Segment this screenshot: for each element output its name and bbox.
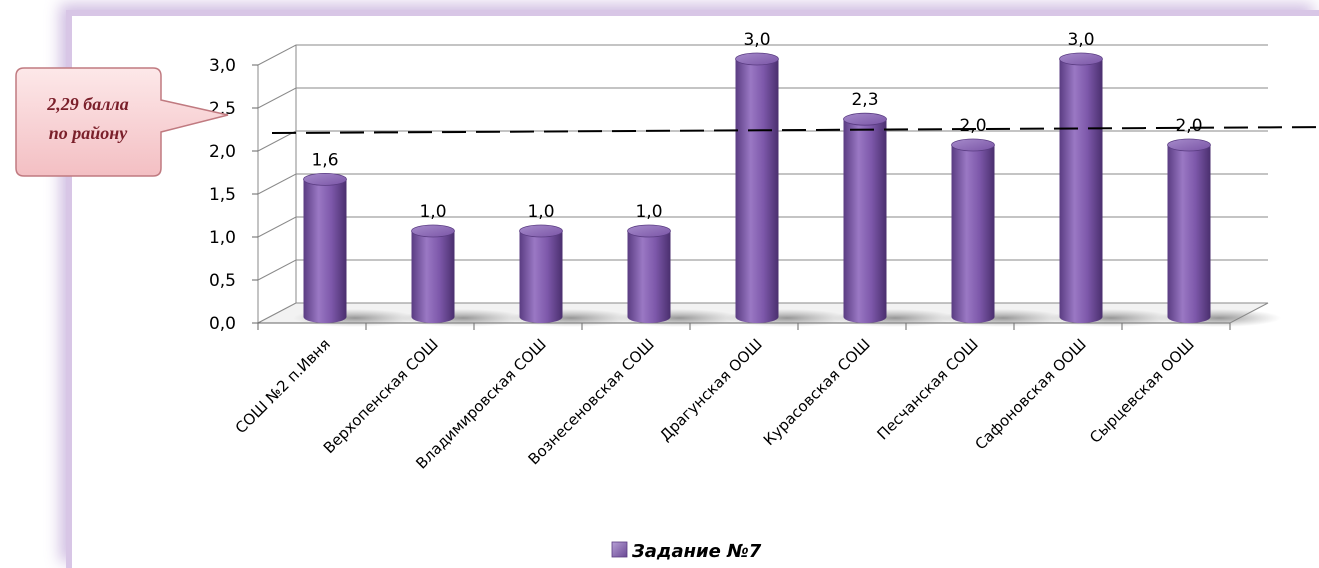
data-label: 1,0 [527,202,554,222]
category-label: Верхопенская СОШ [320,335,442,457]
bar [412,225,455,323]
data-label: 2,0 [959,116,986,136]
data-label: 2,3 [851,90,878,110]
y-tick-label: 0,0 [209,314,236,334]
reference-line-group [272,127,1319,133]
bar-body [736,59,779,323]
reference-line [272,127,1319,133]
bar [628,225,671,323]
category-label: Сафоновская ООШ [971,335,1089,453]
category-label: СОШ №2 п.Ивня [232,335,334,437]
bar [844,113,887,323]
bar-body [412,231,455,323]
data-label: 2,0 [1175,116,1202,136]
bar-top [736,53,779,65]
bar-body [1060,59,1103,323]
data-label: 1,0 [635,202,662,222]
bar-top [844,113,887,125]
category-label: Вознесеновская СОШ [525,335,658,468]
category-label: Песчанская СОШ [873,335,981,443]
bar [520,225,563,323]
bar [736,53,779,323]
data-label: 3,0 [1067,30,1094,50]
category-label: Драгунская ООШ [656,335,766,445]
legend-swatch [612,542,627,557]
bar-top [1168,139,1211,151]
bar-top [952,139,995,151]
legend-label: Задание №7 [631,541,762,562]
category-label: Сырцевская ООШ [1086,335,1198,447]
callout-line1: 2,29 балла [46,94,128,114]
bar-body [1168,145,1211,323]
bar-body [520,231,563,323]
callout-line2: по району [49,123,129,143]
bar [304,173,347,323]
bar-top [628,225,671,237]
y-tick-label: 0,5 [209,271,236,291]
bar-top [520,225,563,237]
y-tick-label: 1,0 [209,228,236,248]
bar-top [1060,53,1103,65]
bar [952,139,995,323]
callout-shape [16,68,228,176]
bar-body [304,179,347,323]
bar [1168,139,1211,323]
category-label: Курасовская СОШ [760,335,874,449]
average-callout: 2,29 балла по району [0,0,320,190]
legend: Задание №7 [612,541,762,562]
bar-top [412,225,455,237]
bar [1060,53,1103,323]
bar-body [844,119,887,323]
bar-body [952,145,995,323]
bar-body [628,231,671,323]
bars [304,53,1211,323]
data-label: 3,0 [743,30,770,50]
data-label: 1,0 [419,202,446,222]
